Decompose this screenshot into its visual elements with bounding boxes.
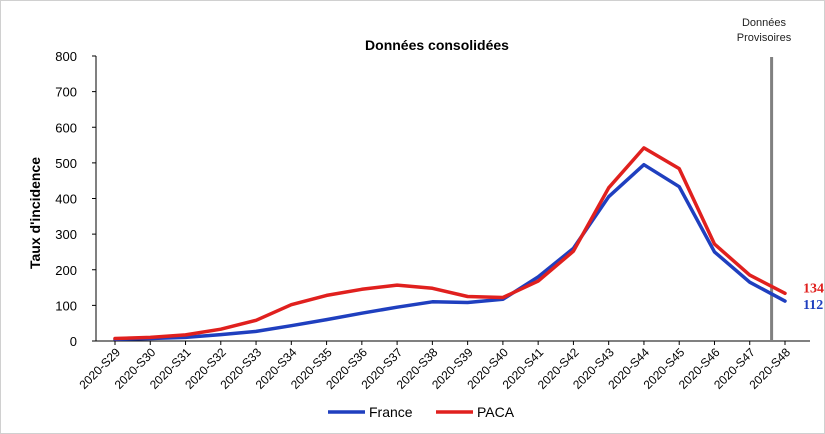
data-point-france	[607, 195, 610, 198]
data-point-france	[395, 305, 399, 309]
data-point-paca	[431, 287, 434, 290]
data-point-france	[466, 301, 469, 304]
data-point-paca	[290, 303, 293, 306]
data-point-paca	[607, 186, 610, 190]
data-point-paca	[748, 273, 751, 277]
data-point-paca	[783, 292, 787, 295]
data-point-paca	[466, 295, 469, 298]
y-tick-label: 700	[55, 85, 77, 100]
data-point-paca	[360, 288, 364, 291]
end-value-label-france: 112	[803, 298, 823, 313]
y-axis-title: Taux d'incidence	[27, 157, 43, 269]
series-group	[113, 146, 787, 341]
y-tick-label: 200	[55, 263, 77, 278]
data-point-france	[360, 312, 364, 315]
data-point-paca	[395, 283, 399, 287]
chart-title: Données consolidées	[365, 37, 509, 53]
data-point-paca	[678, 167, 681, 170]
y-tick-label: 100	[55, 298, 77, 313]
end-value-label-paca: 134	[803, 281, 824, 296]
data-point-france	[713, 250, 716, 254]
data-point-france	[783, 299, 787, 303]
data-point-paca	[184, 333, 187, 337]
data-point-paca	[501, 296, 505, 299]
data-point-france	[184, 336, 187, 339]
y-tick-label: 400	[55, 192, 77, 207]
legend-label-paca: PACA	[477, 404, 515, 420]
data-point-paca	[325, 294, 328, 297]
data-point-france	[536, 275, 540, 279]
data-point-france	[678, 185, 681, 188]
data-point-france	[290, 324, 293, 327]
y-axis: 0 100 200 300 400 500 600 700 800	[55, 49, 97, 349]
y-tick-label: 0	[70, 334, 77, 349]
data-point-paca	[219, 328, 222, 331]
data-point-paca	[149, 336, 152, 339]
data-point-paca	[536, 279, 540, 283]
data-point-france	[642, 163, 646, 166]
data-point-paca	[572, 250, 575, 253]
legend: France PACA	[328, 404, 515, 420]
data-point-france	[219, 333, 222, 336]
y-tick-label: 500	[55, 156, 77, 171]
provisional-label-line2: Provisoires	[737, 32, 792, 44]
data-point-paca	[642, 146, 646, 150]
data-point-france	[431, 300, 434, 304]
data-point-paca	[713, 242, 716, 246]
data-point-paca	[254, 319, 258, 322]
data-point-france	[748, 281, 751, 284]
legend-label-france: France	[369, 404, 413, 420]
y-tick-label: 800	[55, 49, 77, 64]
y-tick-label: 600	[55, 120, 77, 135]
series-line-paca	[113, 146, 787, 341]
y-tick-label: 300	[55, 227, 77, 242]
data-point-paca	[113, 337, 117, 340]
data-point-france	[254, 330, 258, 333]
provisional-label-line1: Données	[742, 17, 787, 29]
series-line-france	[113, 162, 787, 341]
data-point-france	[325, 318, 328, 321]
